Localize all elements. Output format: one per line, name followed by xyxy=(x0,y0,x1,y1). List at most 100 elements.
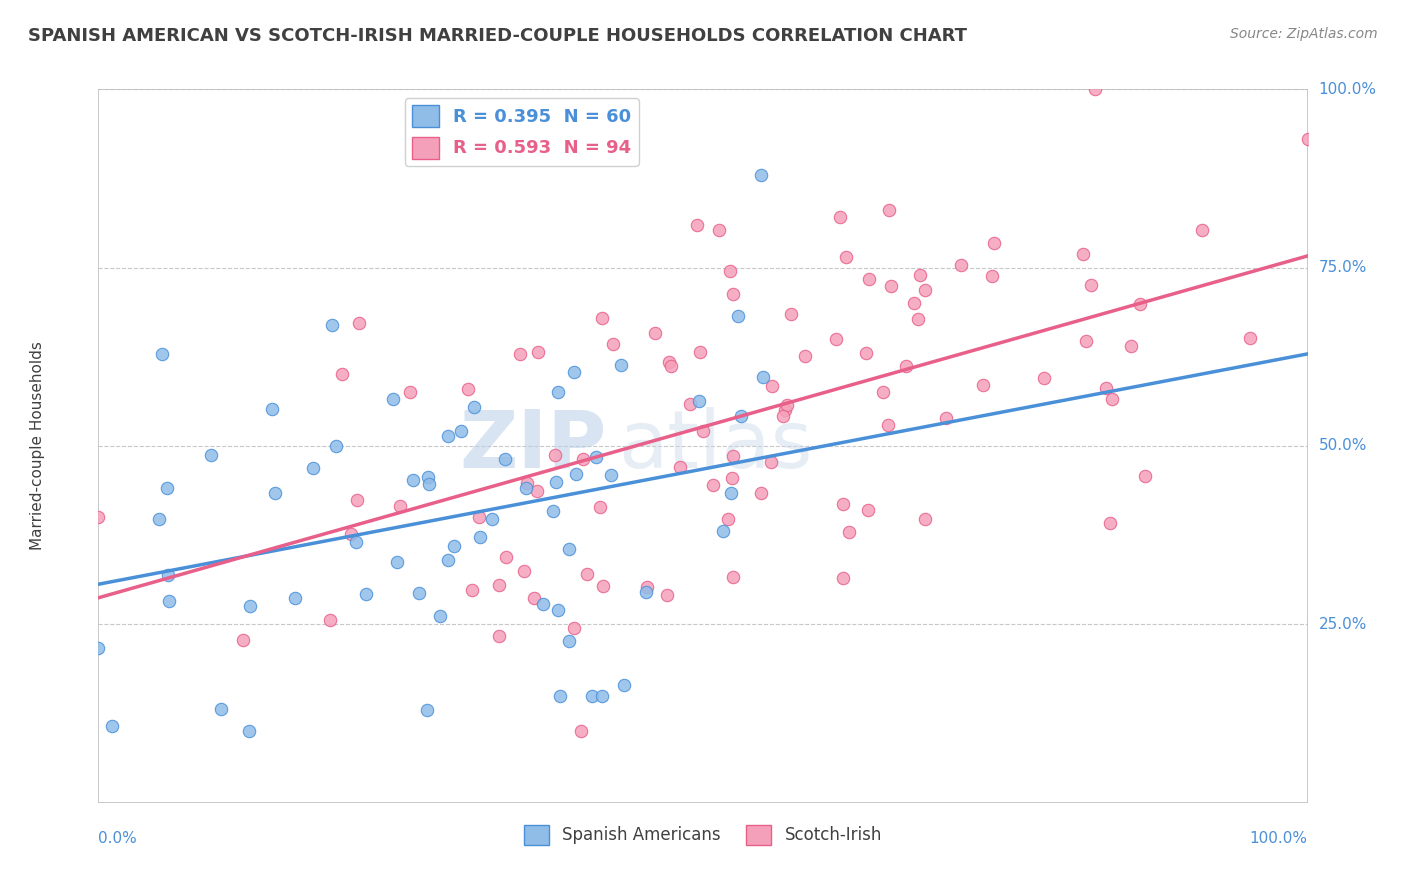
Point xyxy=(761,379,783,393)
Point xyxy=(636,580,658,594)
Point xyxy=(522,591,544,606)
Point xyxy=(702,478,724,492)
Point xyxy=(1094,381,1116,395)
Point xyxy=(398,384,420,399)
Point xyxy=(983,236,1005,251)
Point xyxy=(232,633,254,648)
Point xyxy=(284,591,307,605)
Point xyxy=(825,332,848,346)
Text: 75.0%: 75.0% xyxy=(1319,260,1367,275)
Point xyxy=(437,428,460,442)
Point xyxy=(658,355,681,369)
Point xyxy=(562,365,585,379)
Point xyxy=(634,585,657,599)
Point xyxy=(775,403,797,417)
Point xyxy=(972,378,994,392)
Point xyxy=(835,250,858,264)
Point xyxy=(659,359,682,373)
Point xyxy=(592,578,614,592)
Text: 0.0%: 0.0% xyxy=(98,831,138,847)
Point xyxy=(949,258,972,272)
Point xyxy=(692,424,714,438)
Point xyxy=(100,719,122,733)
Point xyxy=(759,454,782,468)
Point xyxy=(349,316,371,330)
Point xyxy=(509,347,531,361)
Point xyxy=(894,359,917,373)
Point xyxy=(903,295,925,310)
Point xyxy=(416,470,439,484)
Point xyxy=(600,467,623,482)
Point xyxy=(1084,82,1107,96)
Point xyxy=(569,724,592,739)
Point xyxy=(720,485,742,500)
Point xyxy=(910,268,932,282)
Point xyxy=(718,264,741,278)
Point xyxy=(239,599,262,614)
Point xyxy=(832,497,855,511)
Text: 50.0%: 50.0% xyxy=(1319,439,1367,453)
Point xyxy=(657,589,679,603)
Point xyxy=(610,358,633,372)
Point xyxy=(585,450,607,464)
Point xyxy=(152,346,174,360)
Point xyxy=(721,286,744,301)
Point xyxy=(1296,132,1319,146)
Point xyxy=(557,541,579,556)
Point xyxy=(344,535,367,549)
Point xyxy=(548,690,571,704)
Point xyxy=(1133,469,1156,483)
Point xyxy=(443,539,465,553)
Point xyxy=(880,279,903,293)
Point xyxy=(547,384,569,399)
Point xyxy=(589,500,612,514)
Point xyxy=(157,567,180,582)
Point xyxy=(429,609,451,624)
Point xyxy=(381,392,404,406)
Point xyxy=(721,450,744,464)
Point xyxy=(858,271,880,285)
Point xyxy=(531,598,554,612)
Point xyxy=(562,621,585,635)
Point xyxy=(339,527,361,541)
Point xyxy=(855,345,877,359)
Point xyxy=(209,701,232,715)
Point xyxy=(1098,516,1121,531)
Point xyxy=(856,503,879,517)
Point xyxy=(876,417,898,432)
Point xyxy=(832,572,855,586)
Point xyxy=(1033,370,1056,384)
Point xyxy=(723,570,745,584)
Point xyxy=(872,384,894,399)
Text: Source: ZipAtlas.com: Source: ZipAtlas.com xyxy=(1230,27,1378,41)
Point xyxy=(689,345,711,359)
Point xyxy=(688,393,710,408)
Point xyxy=(1239,331,1261,345)
Point xyxy=(914,512,936,526)
Point xyxy=(914,283,936,297)
Point xyxy=(418,477,440,491)
Point xyxy=(591,689,613,703)
Point xyxy=(481,512,503,526)
Point xyxy=(495,549,517,564)
Point xyxy=(148,512,170,526)
Point xyxy=(260,401,283,416)
Point xyxy=(494,452,516,467)
Point xyxy=(752,369,775,384)
Point xyxy=(830,210,852,224)
Point xyxy=(516,476,538,491)
Point xyxy=(1191,222,1213,236)
Point xyxy=(775,398,797,412)
Point xyxy=(877,202,900,217)
Point xyxy=(385,555,408,569)
Point xyxy=(591,310,613,325)
Point xyxy=(238,724,260,739)
Point xyxy=(264,486,287,500)
Text: atlas: atlas xyxy=(619,407,813,485)
Point xyxy=(613,678,636,692)
Point xyxy=(749,168,772,182)
Point xyxy=(436,553,458,567)
Point xyxy=(717,512,740,526)
Text: ZIP: ZIP xyxy=(458,407,606,485)
Point xyxy=(488,629,510,643)
